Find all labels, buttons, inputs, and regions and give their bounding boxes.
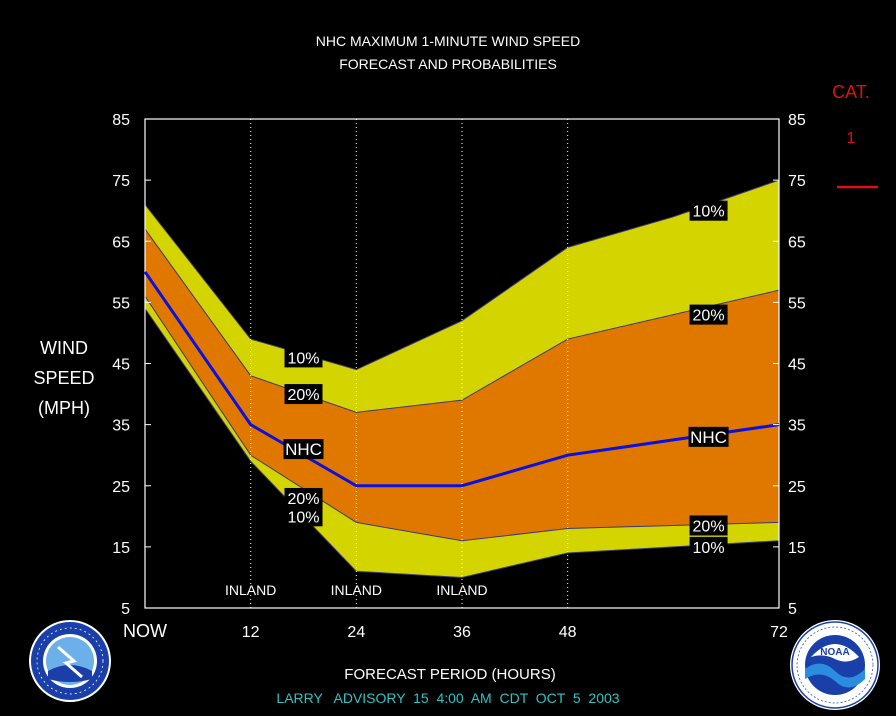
- y-tick-label-right: 35: [788, 418, 806, 435]
- inland-label: INLAND: [225, 582, 276, 598]
- value-label-box: [689, 304, 728, 325]
- y-tick-label-left: 75: [112, 173, 130, 190]
- noaa-logo-icon: NOAA: [790, 620, 880, 710]
- y-tick-label-left: 45: [112, 357, 130, 374]
- value-label-box: [689, 536, 728, 557]
- y-tick-label-right: 55: [788, 295, 806, 312]
- y-axis-label-line: (MPH): [38, 398, 90, 418]
- value-label: 20%: [693, 518, 725, 535]
- x-tick-label: 36: [453, 624, 471, 641]
- category-title: CAT.: [832, 82, 870, 102]
- x-tick-label: 24: [347, 624, 365, 641]
- value-label: NHC: [690, 428, 727, 447]
- value-label-box: [284, 487, 323, 508]
- y-tick-label-right: 85: [788, 112, 806, 129]
- y-tick-label-right: 5: [788, 601, 797, 618]
- y-tick-label-left: 15: [112, 540, 130, 557]
- value-label-box: [688, 426, 729, 447]
- value-label: 20%: [693, 308, 725, 325]
- value-label-box: [283, 439, 324, 460]
- x-axis-label: FORECAST PERIOD (HOURS): [344, 666, 555, 683]
- y-tick-label-left: 55: [112, 295, 130, 312]
- y-tick-label-left: 85: [112, 112, 130, 129]
- x-tick-label: NOW: [123, 621, 167, 641]
- x-tick-label: 72: [770, 624, 788, 641]
- x-tick-label: 12: [242, 624, 260, 641]
- value-label-box: [689, 200, 728, 221]
- inland-label: INLAND: [436, 582, 487, 598]
- nhc-forecast-line: [143, 270, 780, 488]
- inland-label: INLAND: [331, 582, 382, 598]
- advisory-footer: LARRY ADVISORY 15 4:00 AM CDT OCT 5 2003: [276, 690, 619, 706]
- value-label: 20%: [287, 387, 319, 404]
- nws-logo-icon: [29, 620, 111, 702]
- value-label: 10%: [287, 509, 319, 526]
- category-value: 1: [847, 130, 856, 147]
- y-tick-label-right: 75: [788, 173, 806, 190]
- y-tick-label-left: 5: [121, 601, 130, 618]
- y-tick-label-left: 35: [112, 418, 130, 435]
- value-label: 10%: [693, 540, 725, 557]
- chart-title-line: FORECAST AND PROBABILITIES: [339, 56, 557, 72]
- chart-title-line: NHC MAXIMUM 1-MINUTE WIND SPEED: [316, 33, 580, 49]
- value-label: 20%: [287, 491, 319, 508]
- y-tick-label-right: 45: [788, 357, 806, 374]
- value-label-box: [284, 347, 323, 368]
- y-tick-label-left: 25: [112, 479, 130, 496]
- value-label-box: [284, 506, 323, 527]
- noaa-logo-text: NOAA: [820, 647, 849, 658]
- y-tick-label-right: 25: [788, 479, 806, 496]
- x-tick-label: 48: [559, 624, 577, 641]
- value-label-box: [284, 384, 323, 405]
- y-axis-label-line: SPEED: [33, 368, 94, 388]
- y-axis-label-line: WIND: [40, 338, 88, 358]
- value-label: 10%: [287, 350, 319, 367]
- y-tick-label-left: 65: [112, 234, 130, 251]
- y-tick-label-right: 65: [788, 234, 806, 251]
- value-label: NHC: [285, 440, 322, 459]
- y-tick-label-right: 15: [788, 540, 806, 557]
- value-label: 10%: [693, 204, 725, 221]
- value-label-box: [689, 515, 728, 536]
